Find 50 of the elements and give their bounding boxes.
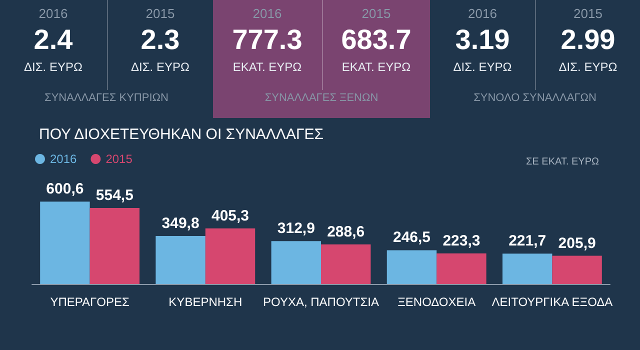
x-tick-label: ΞΕΝΟΔΟΧΕΙΑ <box>398 295 476 309</box>
category-label: 2016 <box>252 6 283 21</box>
data-label: 600,6 <box>46 180 84 198</box>
text: ΔΙΣ. ΕΥΡΩ <box>558 60 618 74</box>
legend-label: 2015 <box>106 152 133 166</box>
text: ΕΚΑΤ. ΕΥΡΩ <box>342 60 411 74</box>
data-label: 2.4 <box>32 24 74 56</box>
bar <box>386 250 437 284</box>
data-label: 288,6 <box>327 223 365 240</box>
text: ΕΚΑΤ. ΕΥΡΩ <box>232 60 303 74</box>
bar <box>205 228 256 284</box>
bar <box>552 256 602 284</box>
category-label: 2015 <box>144 6 176 21</box>
data-label: 777.3 <box>231 24 304 56</box>
text: ΣΥΝΟΛΟ ΣΥΝΑΛΛΑΓΩΝ <box>472 92 598 104</box>
bar <box>321 244 371 284</box>
bar <box>502 254 552 284</box>
data-label: 349,8 <box>162 215 200 232</box>
x-tick-label: ΡΟΥΧΑ, ΠΑΠΟΥΤΣΙΑ <box>262 295 380 309</box>
data-label: 3.19 <box>454 24 511 56</box>
text: ΔΙΣ. ΕΥΡΩ <box>131 60 190 74</box>
text: ΔΙΣ. ΕΥΡΩ <box>452 60 513 74</box>
data-label: 683.7 <box>340 24 412 56</box>
data-label: 405,3 <box>211 207 250 224</box>
bar <box>436 253 486 284</box>
text: ΣΥΝΑΛΛΑΓΕΣ ΚΥΠΡΙΩΝ <box>44 92 170 104</box>
bar <box>90 208 140 284</box>
text: ΣΥΝΑΛΛΑΓΕΣ ΞΕΝΩΝ <box>264 92 380 104</box>
text: ΔΙΣ. ΕΥΡΩ <box>23 60 84 74</box>
bar <box>271 241 321 284</box>
x-tick-label: ΥΠΕΡΑΓΟΡΕΣ <box>50 295 130 309</box>
x-tick-label: ΛΕΙΤΟΥΡΓΙΚΑ ΕΞΟΔΑ <box>492 295 613 309</box>
x-tick-label: ΚΥΒΕΡΝΗΣΗ <box>168 295 242 309</box>
category-label: 2016 <box>38 6 69 21</box>
data-label: 554,5 <box>96 186 134 204</box>
data-label: 205,9 <box>558 234 596 252</box>
data-label: 246,5 <box>392 229 431 246</box>
data-label: 2.99 <box>560 24 616 56</box>
category-label: 2016 <box>467 6 498 21</box>
legend-label: 2016 <box>50 152 78 166</box>
bar <box>40 202 90 284</box>
bar <box>156 236 206 284</box>
data-label: 221,7 <box>508 232 546 250</box>
data-label: 2.3 <box>140 24 181 56</box>
data-label: 223,3 <box>442 232 480 250</box>
data-label: 312,9 <box>277 220 315 238</box>
category-label: 2015 <box>572 6 604 21</box>
chart-title: ΠΟΥ ΔΙΟΧΕΤΕΥΘΗΚΑΝ ΟΙ ΣΥΝΑΛΛΑΓΕΣ <box>39 126 324 143</box>
y-axis-title: ΣΕ ΕΚΑΤ. ΕΥΡΩ <box>526 156 600 168</box>
category-label: 2015 <box>360 6 392 21</box>
